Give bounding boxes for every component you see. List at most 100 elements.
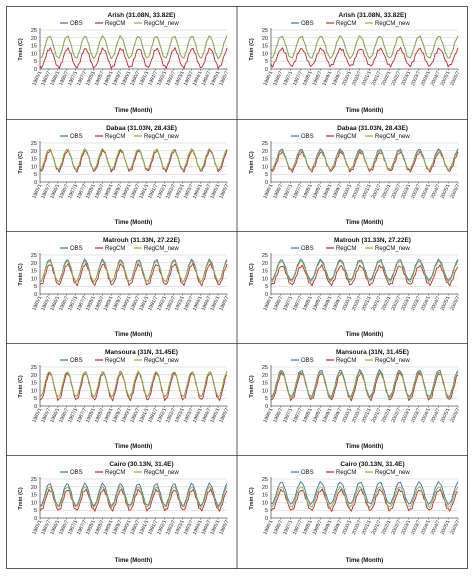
legend-label: OBS <box>70 358 83 364</box>
x-tick-label: 2004/1 <box>420 407 432 424</box>
series-line <box>39 47 228 70</box>
x-tick-label: 1988/1 <box>85 70 97 87</box>
y-tick-label: 0 <box>265 292 268 298</box>
y-tick-label: 10 <box>31 51 37 57</box>
x-tick-label: 1996/1 <box>262 407 274 424</box>
y-tick-label: 20 <box>262 36 268 42</box>
x-tick-label: 1985/1 <box>31 183 43 200</box>
x-tick-label: 2000/7 <box>351 70 363 87</box>
x-axis-label: Time (Month) <box>115 332 153 338</box>
x-tick-label: 1987/1 <box>67 183 79 200</box>
x-tick-label: 1987/1 <box>67 407 79 424</box>
chart-panel: Dabaa (31.03N, 28.43E) OBS RegCM RegCM_new 0… <box>249 125 461 226</box>
x-tick-label: 1996/1 <box>262 295 274 312</box>
x-tick-label: 1988/1 <box>85 519 97 536</box>
series-line <box>39 260 228 283</box>
x-tick-label: 2002/7 <box>390 519 402 536</box>
x-tick-label: 1990/1 <box>120 183 132 200</box>
x-tick-label: 2001/7 <box>371 183 383 200</box>
legend-label: RegCM <box>105 246 125 252</box>
y-tick-label: 10 <box>31 388 37 394</box>
chart-panel: Cairo (30.13N, 31.4E) OBS RegCM RegCM_new 0 5… <box>249 461 461 564</box>
x-tick-label: 1990/1 <box>120 407 132 424</box>
x-tick-label: 2003/1 <box>400 183 412 200</box>
x-tick-label: 1993/7 <box>183 183 195 200</box>
x-tick-label: 1994/7 <box>201 70 213 87</box>
y-axis-label: Tmin (C) <box>249 151 255 173</box>
legend-label: RegCM <box>105 134 125 140</box>
y-tick-label: 20 <box>262 261 268 267</box>
y-tick-label: 5 <box>34 59 37 65</box>
x-tick-label: 1994/1 <box>192 407 204 424</box>
y-tick-label: 10 <box>262 276 268 282</box>
x-tick-label: 1992/7 <box>165 295 177 312</box>
x-tick-label: 1993/7 <box>183 295 195 312</box>
x-tick-label: 1999/1 <box>321 407 333 424</box>
legend-label: OBS <box>301 358 314 364</box>
y-axis-label: Tmin (C) <box>249 263 255 285</box>
x-tick-label: 1992/7 <box>165 407 177 424</box>
y-tick-label: 25 <box>31 477 37 483</box>
y-tick-label: 0 <box>34 516 37 522</box>
y-tick-label: 20 <box>31 149 37 155</box>
y-tick-label: 15 <box>262 44 268 50</box>
x-tick-label: 2005/1 <box>440 519 452 536</box>
x-tick-label: 1995/7 <box>218 183 230 200</box>
x-tick-label: 1985/1 <box>31 295 43 312</box>
x-tick-label: 2005/7 <box>449 70 461 87</box>
x-axis-label: Time (Month) <box>346 220 384 226</box>
legend-label: RegCM_new <box>144 358 179 364</box>
x-tick-label: 1998/7 <box>312 519 324 536</box>
x-tick-label: 1997/1 <box>282 407 294 424</box>
y-tick-label: 15 <box>31 269 37 275</box>
legend-label: RegCM_new <box>375 246 410 252</box>
y-tick-label: 15 <box>262 269 268 275</box>
y-axis-label: Tmin (C) <box>18 487 24 509</box>
legend-label: RegCM <box>105 21 125 27</box>
x-tick-label: 1989/7 <box>112 295 124 312</box>
x-axis-label: Time (Month) <box>346 558 384 564</box>
y-tick-label: 10 <box>262 388 268 394</box>
y-tick-label: 5 <box>265 59 268 65</box>
x-tick-label: 2004/1 <box>420 519 432 536</box>
x-tick-label: 1998/1 <box>302 183 314 200</box>
x-tick-label: 1993/1 <box>174 70 186 87</box>
legend-label: RegCM_new <box>375 470 410 476</box>
x-tick-label: 1994/7 <box>201 407 213 424</box>
x-tick-label: 1988/1 <box>85 295 97 312</box>
x-tick-label: 1986/1 <box>49 407 61 424</box>
chart-title: Cairo (30.13N, 31.4E) <box>340 461 404 468</box>
x-tick-label: 2005/1 <box>440 70 452 87</box>
x-tick-label: 1987/7 <box>76 519 88 536</box>
legend-label: OBS <box>70 246 83 252</box>
legend-label: RegCM_new <box>144 134 179 140</box>
x-tick-label: 1986/7 <box>58 407 70 424</box>
x-tick-label: 2002/1 <box>381 407 393 424</box>
x-tick-label: 2000/7 <box>351 295 363 312</box>
y-tick-label: 5 <box>34 396 37 402</box>
x-tick-label: 2003/7 <box>410 70 422 87</box>
x-axis-label: Time (Month) <box>115 108 153 114</box>
x-tick-label: 1987/1 <box>67 519 79 536</box>
x-tick-label: 1996/7 <box>272 295 284 312</box>
y-tick-label: 5 <box>34 172 37 178</box>
chart-title: Arish (31.08N, 33.82E) <box>108 12 176 19</box>
x-tick-label: 2004/1 <box>420 295 432 312</box>
x-tick-label: 1991/7 <box>147 183 159 200</box>
series-line <box>39 148 228 171</box>
x-tick-label: 1989/1 <box>103 70 115 87</box>
x-tick-label: 1992/1 <box>156 295 168 312</box>
x-tick-label: 2000/7 <box>351 183 363 200</box>
x-tick-label: 1992/7 <box>165 183 177 200</box>
x-tick-label: 2003/1 <box>400 70 412 87</box>
x-tick-label: 1997/7 <box>292 183 304 200</box>
x-axis-label: Time (Month) <box>115 220 153 226</box>
x-tick-label: 1985/7 <box>40 519 52 536</box>
y-tick-label: 20 <box>31 485 37 491</box>
y-tick-label: 0 <box>34 180 37 186</box>
x-tick-label: 1986/1 <box>49 519 61 536</box>
x-tick-label: 1992/1 <box>156 70 168 87</box>
x-tick-label: 2001/1 <box>361 183 373 200</box>
x-tick-label: 2001/1 <box>361 295 373 312</box>
